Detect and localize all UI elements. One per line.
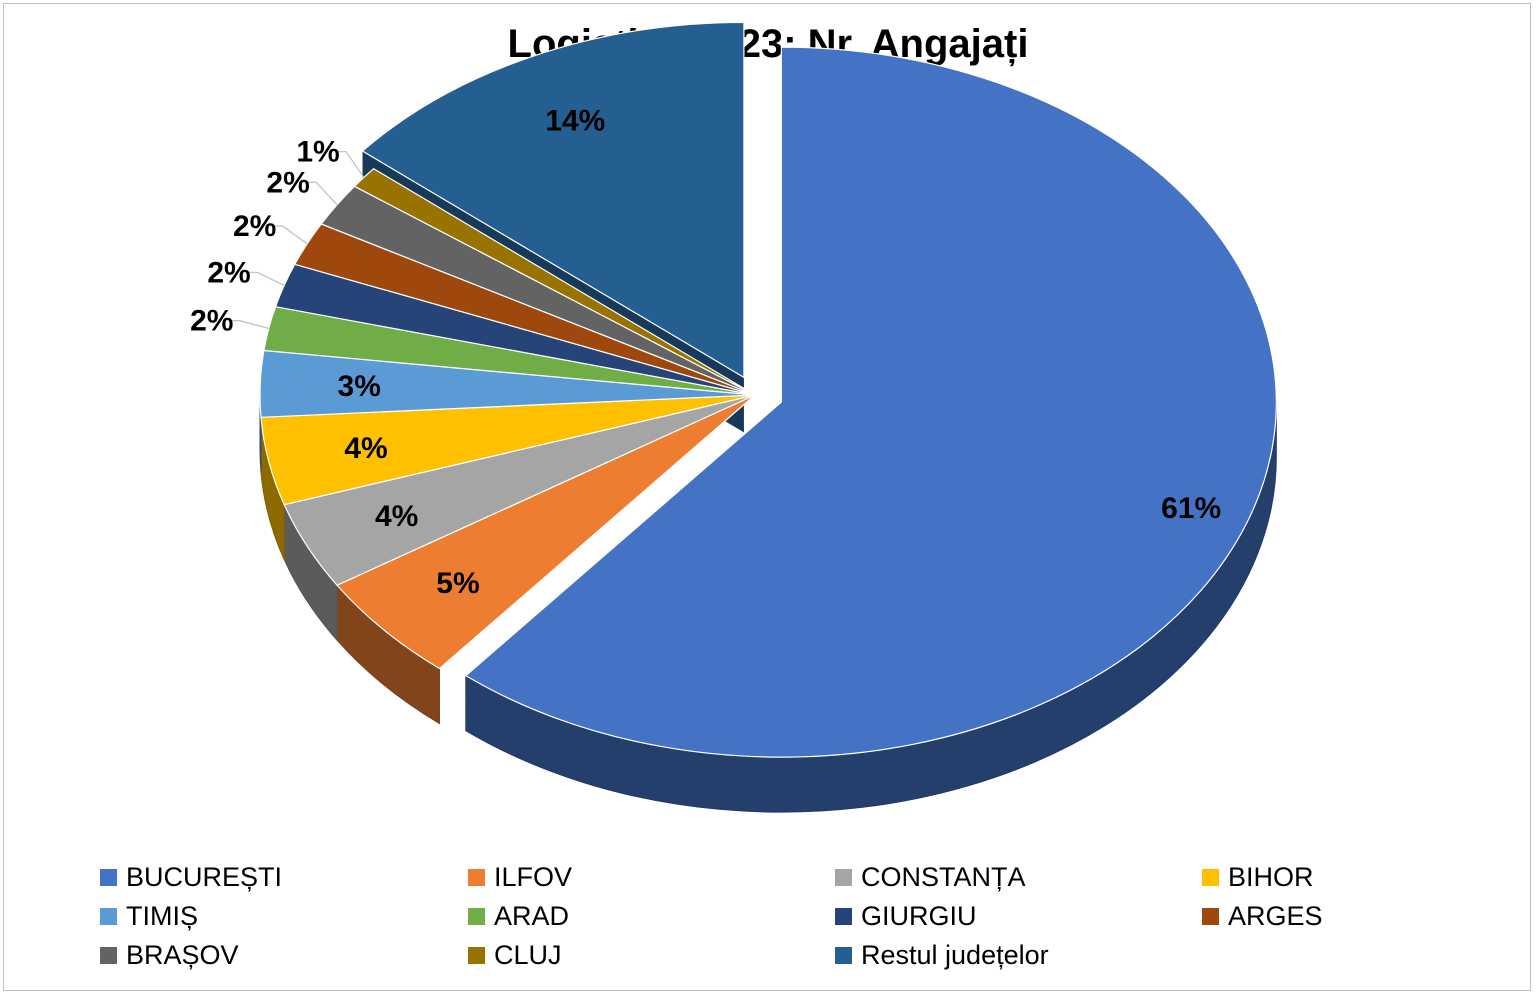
legend-item-arad: ARAD	[468, 901, 569, 932]
legend-label: CONSTANȚA	[861, 862, 1026, 892]
legend-item-bihor: BIHOR	[1202, 862, 1314, 893]
slice-restul-judetelor	[361, 21, 745, 379]
legend-item-giurgiu: GIURGIU	[835, 901, 977, 932]
data-label-bihor: 4%	[344, 432, 387, 465]
legend-item-constanta: CONSTANȚA	[835, 862, 1026, 893]
legend-item-cluj: CLUJ	[468, 940, 562, 971]
legend-swatch	[100, 908, 117, 925]
data-label-bucuresti: 61%	[1161, 492, 1221, 525]
legend-label: ARGES	[1228, 901, 1323, 931]
slice-bucuresti	[464, 46, 1277, 758]
data-label-arges: 2%	[233, 210, 276, 243]
legend-swatch	[100, 869, 117, 886]
legend-swatch	[1202, 869, 1219, 886]
data-label-brasov: 2%	[266, 166, 309, 199]
leader-line-brasov	[306, 181, 338, 206]
legend-item-arges: ARGES	[1202, 901, 1323, 932]
legend-item-bucuresti: BUCUREȘTI	[100, 862, 282, 893]
legend-swatch	[835, 869, 852, 886]
pie-slices	[259, 21, 1277, 758]
legend-label: BUCUREȘTI	[126, 862, 283, 892]
legend-label: GIURGIU	[861, 901, 977, 931]
legend-swatch	[468, 869, 485, 886]
slice-ilfov	[336, 394, 756, 670]
data-label-arad: 2%	[190, 305, 233, 338]
data-label-timis: 3%	[338, 370, 381, 403]
legend-label: CLUJ	[494, 940, 562, 970]
leader-line-arges	[272, 225, 308, 245]
data-label-cluj: 1%	[296, 136, 339, 169]
legend-item-brasov: BRAȘOV	[100, 940, 239, 971]
legend-label: TIMIȘ	[126, 901, 198, 931]
legend-label: BRAȘOV	[126, 940, 239, 970]
legend-swatch	[468, 947, 485, 964]
data-label-restul-judetelor: 14%	[545, 104, 605, 137]
legend-item-ilfov: ILFOV	[468, 862, 572, 893]
data-label-ilfov: 5%	[436, 567, 479, 600]
legend-label: ARAD	[494, 901, 570, 931]
leader-line-arad	[229, 320, 269, 330]
legend-swatch	[468, 908, 485, 925]
data-label-giurgiu: 2%	[207, 256, 250, 289]
legend-item-timis: TIMIȘ	[100, 901, 198, 932]
legend-swatch	[835, 908, 852, 925]
legend-swatch	[100, 947, 117, 964]
leader-line-cluj	[336, 151, 365, 178]
leader-line-giurgiu	[247, 271, 285, 286]
data-label-constanta: 4%	[375, 500, 418, 533]
legend-label: ILFOV	[494, 862, 573, 892]
legend-label: Restul județelor	[861, 940, 1049, 970]
legend-item-restul-judetelor: Restul județelor	[835, 940, 1049, 971]
data-labels: 61%5%4%4%3%2%2%2%2%1%14%	[190, 104, 1221, 599]
legend-swatch	[1202, 908, 1219, 925]
legend-label: BIHOR	[1228, 862, 1314, 892]
legend-swatch	[835, 947, 852, 964]
